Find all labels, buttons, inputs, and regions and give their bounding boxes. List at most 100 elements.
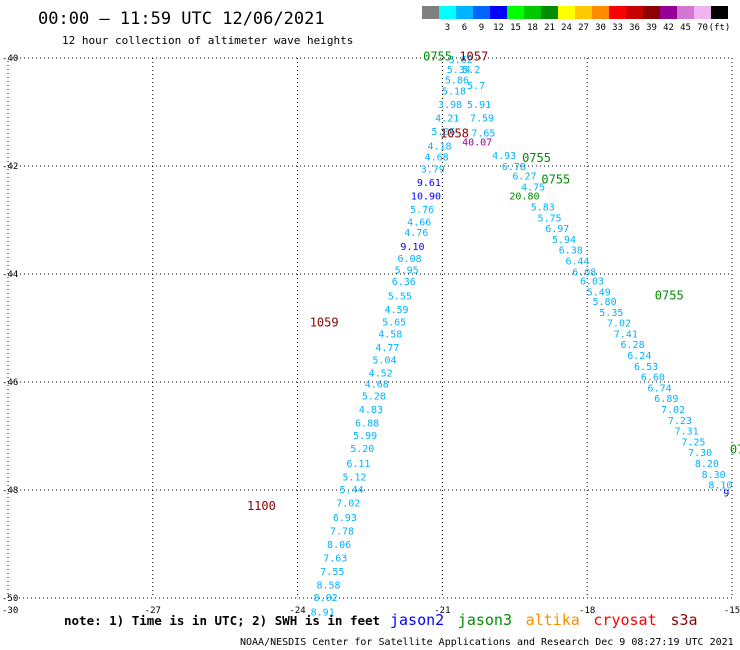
swh-point-track-a: 5.18 xyxy=(442,86,466,97)
swh-point-track-b: 8.20 xyxy=(695,459,719,470)
legend-swatch xyxy=(524,6,541,19)
x-tick-label: -21 xyxy=(434,606,450,616)
satellite-label-altika: altika xyxy=(526,611,580,629)
swh-point-track-b: 40.07 xyxy=(462,138,492,149)
swh-point-track-a: 6.11 xyxy=(346,459,370,470)
swh-point-track-a: 8.58 xyxy=(316,581,340,592)
swh-point-track-a: 5.55 xyxy=(388,292,412,303)
x-tick-label: -24 xyxy=(289,606,305,616)
legend-swatch xyxy=(677,6,694,19)
swh-point-track-b: 6.60 xyxy=(641,373,665,384)
legend-tick-label: 42 xyxy=(663,23,674,33)
y-tick-label: -50 xyxy=(2,594,18,604)
swh-point-track-b: 5.49 xyxy=(587,287,611,298)
swh-point-track-b: 7.25 xyxy=(681,437,705,448)
legend-swatch xyxy=(660,6,677,19)
swh-point-track-a: 7.78 xyxy=(330,527,354,538)
plot-area: -27 -24 -21 -18 -15 -30 -40 -42 -44 -46 -48 -50 5.62… xyxy=(2,49,740,618)
x-tick-label: -27 xyxy=(145,606,161,616)
swh-point-track-a: 8.02 xyxy=(314,593,338,604)
time-label: 075 xyxy=(730,443,740,457)
satellite-legend: jason2 jason3 altika cryosat s3a xyxy=(390,611,698,629)
swh-point-track-a: 5.86 xyxy=(445,76,469,87)
swh-point-track-a: 5.12 xyxy=(343,473,367,484)
legend-tick-label: 39 xyxy=(646,23,657,33)
y-tick-label: -46 xyxy=(2,378,18,388)
x-origin-label: -30 xyxy=(2,606,18,616)
swh-point-track-b: 6.08 xyxy=(572,267,596,278)
swh-point-track-a: 4.68 xyxy=(425,152,449,163)
time-label: 1058 xyxy=(440,127,469,141)
swh-point-track-b: 7.65 xyxy=(471,129,495,140)
swh-point-track-a: 5.06 xyxy=(431,127,455,138)
time-label: 0755 xyxy=(423,49,452,63)
time-label: 1057 xyxy=(459,49,488,63)
legend-tick-label: 9 xyxy=(479,23,484,33)
swh-point-track-a: 6.36 xyxy=(392,277,416,288)
y-tick-label: -48 xyxy=(2,486,18,496)
legend-tick-label: 12 xyxy=(493,23,504,33)
swh-point-track-a: 5.28 xyxy=(362,392,386,403)
swh-point-track-b: 4.75 xyxy=(521,183,545,194)
swh-point-track-a: 5.20 xyxy=(350,444,374,455)
swh-point-track-b: 6.24 xyxy=(627,351,651,362)
legend-tick-label: 27 xyxy=(578,23,589,33)
swh-point-track-b: 7.23 xyxy=(668,416,692,427)
time-label: 0755 xyxy=(522,151,551,165)
swh-point-track-b: 8.30 xyxy=(702,470,726,481)
swh-point-track-a: 4.21 xyxy=(435,113,459,124)
swh-point-track-b: 6.74 xyxy=(648,383,672,394)
swh-point-track-b: 6.28 xyxy=(621,340,645,351)
chart-title: 00:00 – 11:59 UTC 12/06/2021 xyxy=(38,9,325,29)
swh-point-track-a: 7.63 xyxy=(323,554,347,565)
swh-point-track-a: 9.61 xyxy=(417,178,441,189)
swh-point-track-b: 6.38 xyxy=(559,246,583,257)
swh-point-track-a: 6.08 xyxy=(398,254,422,265)
swh-point-track-a: 6.88 xyxy=(355,419,379,430)
swh-point-track-a: 7.55 xyxy=(320,567,344,578)
time-label: 0755 xyxy=(655,289,684,303)
swh-point-track-b: 9 xyxy=(723,489,729,500)
swh-point-track-a: 5.44 xyxy=(340,485,364,496)
legend-tick-label: 36 xyxy=(629,23,640,33)
swh-point-track-a: 4.83 xyxy=(359,405,383,416)
note-text: note: 1) Time is in UTC; 2) SWH is in fe… xyxy=(64,613,380,628)
swh-point-track-b: 8.10 xyxy=(708,481,732,492)
legend-swatch xyxy=(541,6,558,19)
y-tick-label: -42 xyxy=(2,162,18,172)
swh-point-track-b: 6.78 xyxy=(502,162,526,173)
swh-point-track-b: 20.80 xyxy=(509,192,539,203)
swh-point-track-a: 3.79 xyxy=(421,165,445,176)
swh-point-track-b: 6.44 xyxy=(565,257,589,268)
legend-tick-label: 70 xyxy=(697,23,708,33)
swh-point-track-b: 7.41 xyxy=(614,329,638,340)
legend-swatch xyxy=(609,6,626,19)
swh-point-track-a: 4.18 xyxy=(427,141,451,152)
swh-point-track-a: 4.66 xyxy=(407,218,431,229)
swh-point-track-a: 7.02 xyxy=(336,498,360,509)
legend-swatch xyxy=(473,6,490,19)
swh-point-track-b: 7.59 xyxy=(470,113,494,124)
legend-swatch xyxy=(456,6,473,19)
footer-credit: NOAA/NESDIS Center for Satellite Applica… xyxy=(240,637,734,648)
swh-point-track-a: 5.65 xyxy=(382,318,406,329)
legend-tick-label: 30 xyxy=(595,23,606,33)
swh-point-track-b: 7.30 xyxy=(688,448,712,459)
swh-point-track-b: 5.94 xyxy=(552,235,576,246)
swh-point-track-b: 5.7 xyxy=(467,81,485,92)
legend-tick-label: 18 xyxy=(527,23,538,33)
swh-point-track-a: 4.76 xyxy=(404,228,428,239)
legend-swatch xyxy=(439,6,456,19)
legend-swatch xyxy=(507,6,524,19)
swh-point-track-b: 6.53 xyxy=(634,362,658,373)
swh-point-track-a: 5.76 xyxy=(410,205,434,216)
satellite-label-jason2: jason2 xyxy=(390,611,444,629)
swh-point-track-b: 5.80 xyxy=(593,297,617,308)
swh-point-track-b: 4.93 xyxy=(492,151,516,162)
x-tick-label: -18 xyxy=(579,606,595,616)
swh-point-track-a: 8.06 xyxy=(327,540,351,551)
legend-swatch xyxy=(643,6,660,19)
legend-tick-label: 24 xyxy=(561,23,572,33)
legend-swatch xyxy=(626,6,643,19)
